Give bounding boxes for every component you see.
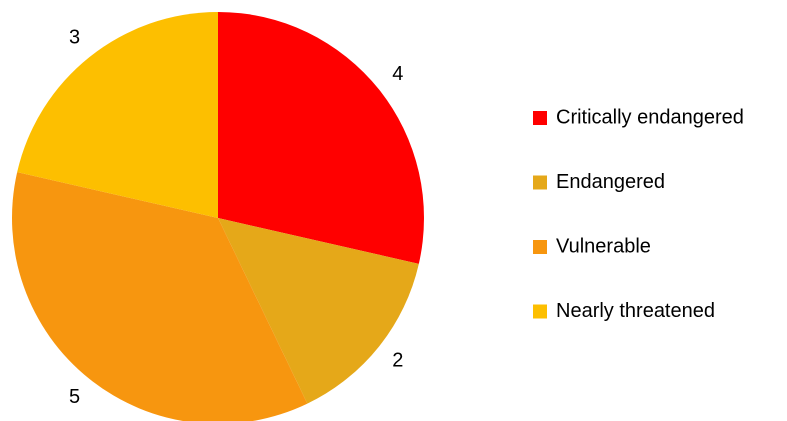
data-label: 5 — [69, 386, 80, 408]
legend-swatch — [533, 304, 547, 319]
legend-label: Endangered — [556, 171, 665, 193]
legend-swatch — [533, 111, 547, 125]
pie-slice — [218, 218, 419, 404]
legend-label: Vulnerable — [556, 235, 651, 257]
pie-slice — [17, 12, 218, 218]
legend-label: Critically endangered — [556, 106, 744, 128]
legend-swatch — [533, 240, 547, 254]
data-label: 2 — [392, 350, 403, 372]
pie-slice — [218, 12, 424, 264]
data-label: 4 — [392, 63, 403, 85]
legend-label: Nearly threatened — [556, 300, 715, 322]
data-label: 3 — [69, 26, 80, 48]
pie-slice — [12, 172, 308, 421]
legend-swatch — [533, 175, 547, 190]
